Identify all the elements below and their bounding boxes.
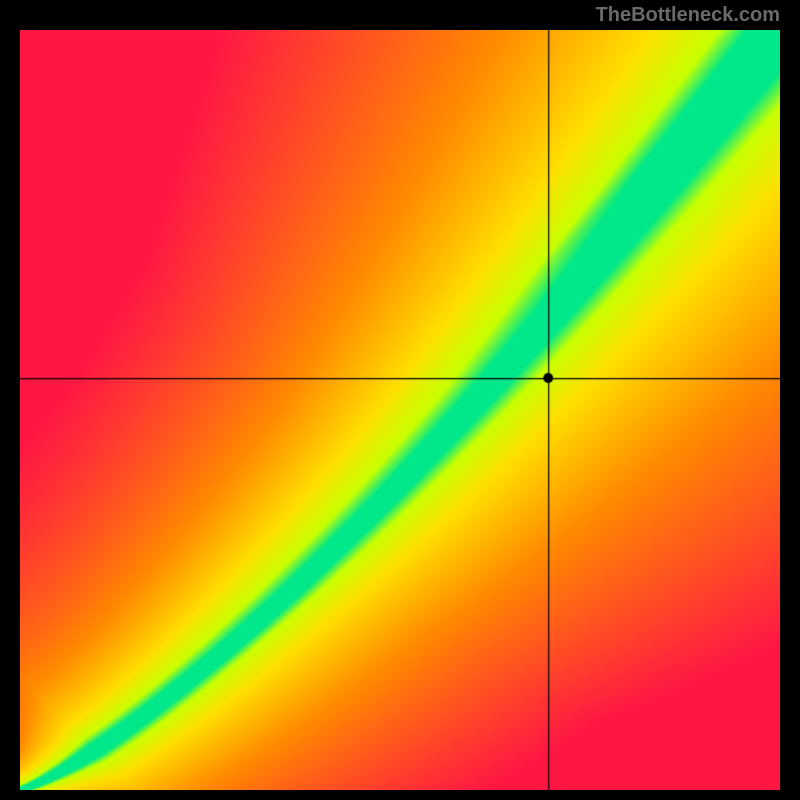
watermark-text: TheBottleneck.com [596, 4, 780, 27]
heatmap-canvas [20, 30, 780, 790]
chart-container: TheBottleneck.com [0, 0, 800, 800]
heatmap-plot [20, 30, 780, 790]
